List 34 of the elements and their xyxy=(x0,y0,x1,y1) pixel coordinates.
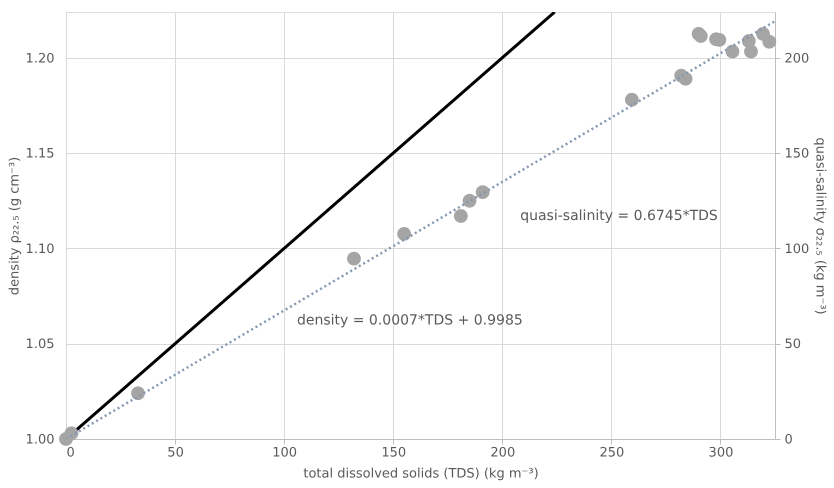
point xyxy=(397,227,412,241)
point xyxy=(678,72,692,86)
y-tick-label: 1.00 xyxy=(26,432,54,448)
x-tick-label: 0 xyxy=(66,446,75,460)
point xyxy=(476,185,490,200)
y2-tick-label: 0 xyxy=(784,432,793,448)
point xyxy=(64,426,78,440)
y2-tick-label: 50 xyxy=(784,337,802,352)
point xyxy=(726,44,740,58)
point xyxy=(762,34,776,49)
x-tick-label: 50 xyxy=(167,446,184,460)
x-tick-label: 250 xyxy=(599,446,624,460)
x-tick-label: 100 xyxy=(272,446,298,460)
point xyxy=(462,194,476,208)
y2-tick-label: 150 xyxy=(784,146,810,162)
x-axis-title: total dissolved solids (TDS) (kg m⁻³) xyxy=(303,466,539,482)
point xyxy=(347,252,361,266)
y2-tick-label: 100 xyxy=(784,242,810,257)
y-tick-label: 1.20 xyxy=(26,51,54,66)
x-tick-label: 300 xyxy=(708,446,734,460)
y-tick-label: 1.10 xyxy=(26,242,54,257)
point xyxy=(454,209,468,223)
y-axis-title: density ρ₂₂.₅ (g cm⁻³) xyxy=(8,156,23,296)
y-tick-label: 1.15 xyxy=(26,146,54,162)
point xyxy=(625,92,639,107)
y2-axis-title: quasi-salinity σ₂₂.₅ (kg m⁻³) xyxy=(812,137,828,315)
x-tick-label: 200 xyxy=(490,446,516,460)
y-tick-label: 1.05 xyxy=(26,337,54,352)
y2-tick-label: 200 xyxy=(784,51,810,66)
point xyxy=(744,44,758,58)
x-tick-label: 150 xyxy=(381,446,406,460)
annotation: quasi-salinity = 0.6745*TDS xyxy=(520,208,718,224)
point xyxy=(131,386,145,400)
annotation: density = 0.0007*TDS + 0.9985 xyxy=(296,312,523,329)
